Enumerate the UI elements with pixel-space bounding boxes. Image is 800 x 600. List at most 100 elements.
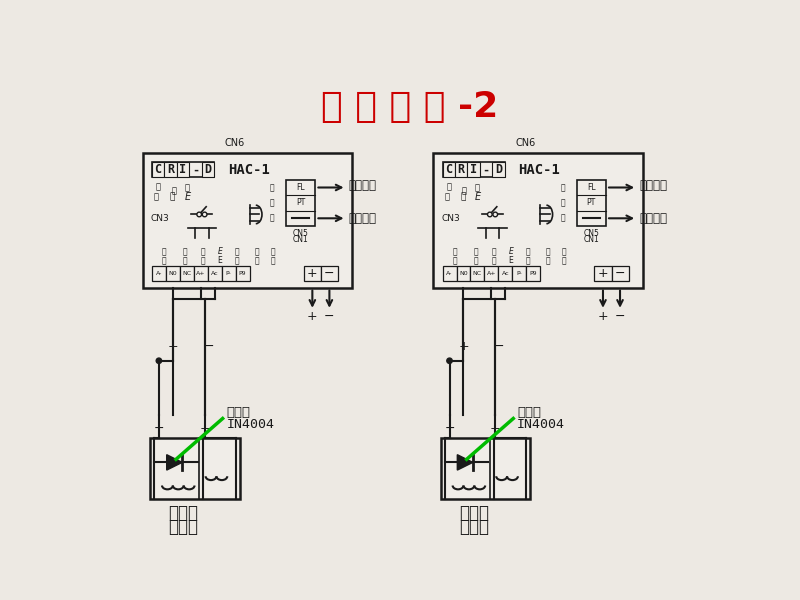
Bar (150, 438, 239, 499)
Text: R: R (458, 163, 465, 176)
Bar (594, 266, 611, 281)
Text: −: − (154, 422, 164, 435)
Bar (180, 266, 194, 281)
Bar (434, 153, 642, 287)
Bar (152, 266, 166, 281)
Text: 色: 色 (462, 186, 466, 195)
Text: 江: 江 (546, 256, 550, 265)
Text: 書: 書 (460, 192, 466, 201)
Text: N0: N0 (459, 271, 468, 276)
Text: 刷卡機或: 刷卡機或 (639, 179, 667, 193)
Text: CN6: CN6 (225, 138, 245, 148)
Text: N0: N0 (169, 271, 177, 276)
Text: −: − (203, 340, 214, 353)
Text: C: C (445, 163, 452, 176)
Text: 色: 色 (560, 183, 565, 192)
Text: CN1: CN1 (293, 235, 309, 244)
Text: 件: 件 (453, 256, 458, 265)
Text: 色: 色 (171, 186, 176, 195)
Text: +: + (167, 340, 178, 353)
Text: 江: 江 (255, 256, 260, 265)
Bar (470, 266, 485, 281)
Text: 件: 件 (560, 214, 565, 223)
Text: 件: 件 (270, 214, 274, 223)
Text: CN6: CN6 (515, 138, 535, 148)
Bar (194, 266, 208, 281)
Bar (442, 162, 455, 178)
Text: A-: A- (156, 271, 162, 276)
Circle shape (156, 358, 162, 364)
Text: Ac: Ac (502, 271, 509, 276)
Text: 二極體: 二極體 (226, 406, 250, 419)
Circle shape (197, 212, 202, 217)
Text: 書: 書 (560, 199, 565, 208)
Text: 件: 件 (270, 256, 275, 265)
Bar (177, 162, 189, 178)
Text: FL: FL (297, 183, 305, 192)
Text: PT: PT (296, 199, 306, 208)
Text: CN3: CN3 (150, 214, 169, 223)
Text: 安 裝 說 明 -2: 安 裝 說 明 -2 (322, 89, 498, 124)
Text: P9: P9 (238, 271, 246, 276)
Text: 件: 件 (446, 182, 451, 191)
Text: 件: 件 (561, 256, 566, 265)
Bar (304, 266, 321, 281)
Text: 色: 色 (183, 256, 187, 265)
Bar (492, 162, 505, 178)
Bar (526, 266, 540, 281)
Text: 件: 件 (162, 247, 166, 256)
Text: 斷電開: 斷電開 (168, 518, 198, 536)
Text: 色: 色 (474, 247, 478, 256)
Text: 陽極鎖: 陽極鎖 (459, 504, 489, 522)
Bar (498, 266, 512, 281)
Text: E: E (185, 192, 190, 202)
Text: P-: P- (517, 271, 522, 276)
Text: −: − (614, 310, 626, 323)
Text: −: − (324, 310, 334, 323)
Bar (286, 180, 315, 226)
Text: E: E (218, 256, 222, 265)
Text: C: C (154, 163, 162, 176)
Bar (442, 266, 457, 281)
Text: CN5: CN5 (583, 229, 599, 238)
Text: R: R (167, 163, 174, 176)
Text: A-: A- (446, 271, 453, 276)
Bar (152, 162, 164, 178)
Bar (236, 266, 250, 281)
Text: 書: 書 (270, 199, 274, 208)
Text: −: − (324, 267, 334, 280)
Text: +: + (490, 422, 501, 435)
Text: −: − (494, 340, 504, 353)
Circle shape (202, 212, 207, 217)
Text: 件: 件 (201, 256, 206, 265)
Text: Ac: Ac (211, 271, 218, 276)
Text: 色: 色 (270, 183, 274, 192)
Text: 件: 件 (156, 182, 161, 191)
Text: I: I (179, 163, 186, 176)
Text: 泵: 泵 (235, 247, 239, 256)
Circle shape (493, 212, 498, 217)
Text: +: + (307, 310, 318, 323)
Bar (512, 266, 526, 281)
Text: 送電開: 送電開 (459, 518, 489, 536)
Text: E: E (508, 256, 513, 265)
Text: +: + (598, 267, 608, 280)
Text: D: D (204, 163, 211, 176)
Bar (142, 153, 352, 287)
Bar (202, 162, 214, 178)
Text: CN5: CN5 (293, 229, 309, 238)
Text: PT: PT (586, 199, 596, 208)
Text: CN3: CN3 (441, 214, 460, 223)
Circle shape (447, 358, 452, 364)
Text: E: E (475, 192, 482, 202)
Text: 件: 件 (184, 184, 190, 193)
Bar (467, 162, 480, 178)
Text: 色: 色 (183, 247, 187, 256)
Text: E: E (508, 247, 513, 256)
Text: P-: P- (226, 271, 231, 276)
Text: 刷卡機或: 刷卡機或 (349, 179, 377, 193)
Bar (485, 266, 498, 281)
Text: 色: 色 (474, 256, 478, 265)
Text: −: − (444, 422, 454, 435)
Text: 件: 件 (270, 247, 275, 256)
